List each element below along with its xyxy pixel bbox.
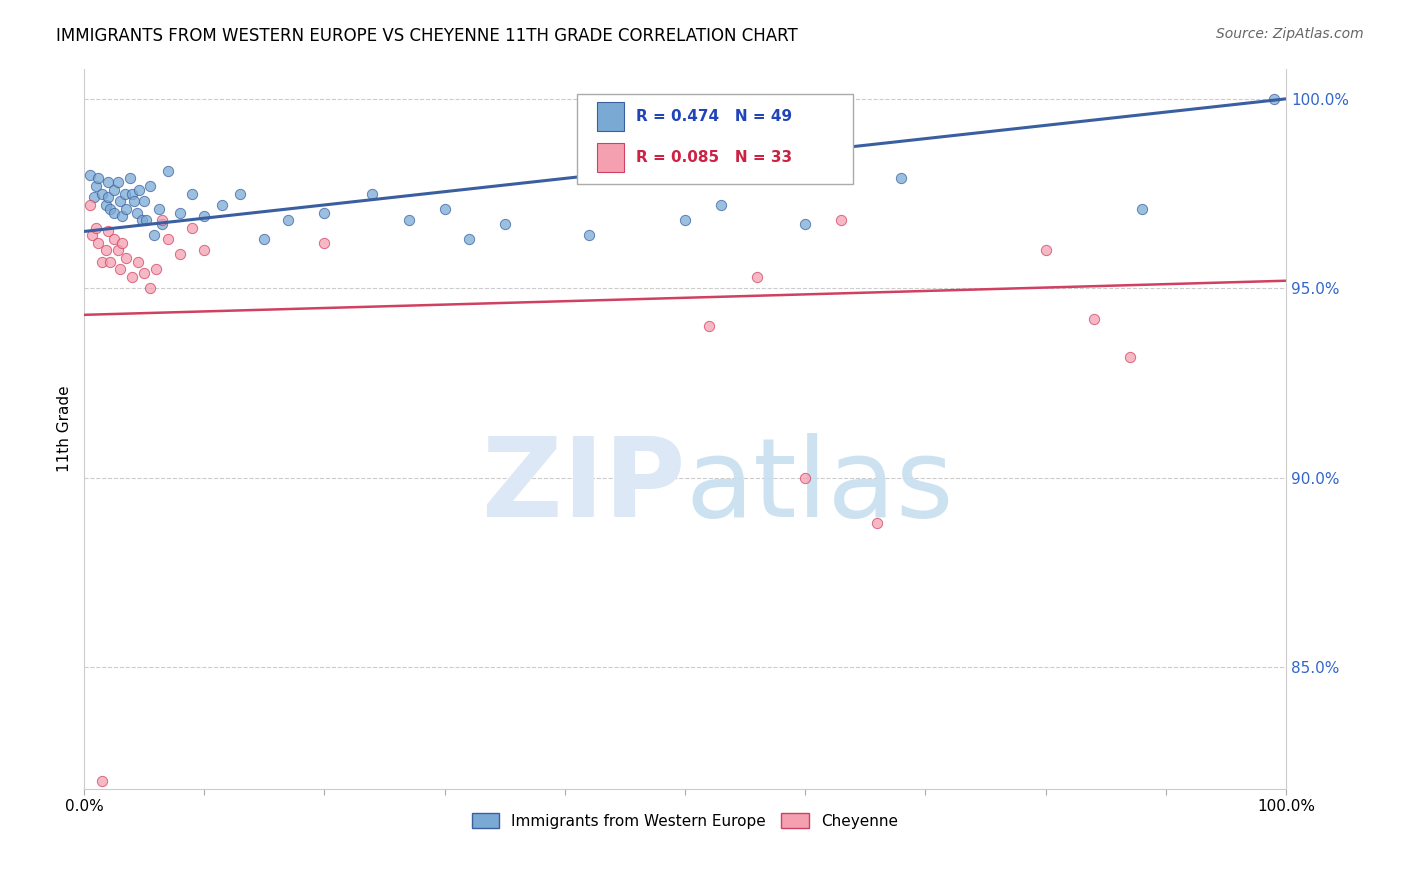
- Point: [457, 232, 479, 246]
- Point: [181, 186, 204, 201]
- Point: [673, 213, 696, 227]
- Point: [710, 198, 733, 212]
- Point: [135, 213, 157, 227]
- Point: [193, 210, 215, 224]
- Point: [169, 205, 191, 219]
- Text: ZIP: ZIP: [482, 433, 685, 540]
- Point: [1130, 202, 1153, 216]
- Point: [578, 228, 600, 243]
- Bar: [598, 144, 624, 172]
- Point: [211, 198, 233, 212]
- Text: atlas: atlas: [685, 433, 953, 540]
- Point: [91, 186, 114, 201]
- Point: [148, 202, 170, 216]
- Point: [830, 213, 852, 227]
- Point: [97, 190, 120, 204]
- Point: [97, 224, 120, 238]
- Point: [87, 171, 110, 186]
- Point: [494, 217, 516, 231]
- Point: [84, 179, 107, 194]
- Point: [121, 186, 143, 201]
- Text: Source: ZipAtlas.com: Source: ZipAtlas.com: [1216, 27, 1364, 41]
- Point: [100, 254, 122, 268]
- Point: [107, 244, 129, 258]
- Point: [139, 281, 162, 295]
- Point: [108, 262, 131, 277]
- Point: [131, 213, 153, 227]
- Point: [150, 217, 173, 231]
- Point: [132, 194, 155, 209]
- Point: [169, 247, 191, 261]
- Point: [1083, 311, 1105, 326]
- Point: [157, 232, 180, 246]
- Point: [108, 194, 131, 209]
- Point: [398, 213, 420, 227]
- Point: [132, 266, 155, 280]
- Point: [115, 202, 138, 216]
- Point: [229, 186, 252, 201]
- Point: [433, 202, 456, 216]
- Point: [181, 220, 204, 235]
- Y-axis label: 11th Grade: 11th Grade: [58, 385, 72, 472]
- Point: [87, 235, 110, 250]
- Point: [1035, 244, 1057, 258]
- Point: [1118, 350, 1140, 364]
- Point: [121, 269, 143, 284]
- Point: [745, 269, 768, 284]
- Point: [277, 213, 299, 227]
- FancyBboxPatch shape: [576, 94, 853, 184]
- Point: [79, 198, 101, 212]
- Point: [97, 175, 120, 189]
- Point: [139, 179, 162, 194]
- Point: [866, 516, 889, 531]
- Point: [124, 194, 146, 209]
- Point: [314, 205, 336, 219]
- Point: [84, 220, 107, 235]
- Point: [114, 186, 136, 201]
- Point: [794, 471, 817, 485]
- Point: [125, 205, 148, 219]
- Point: [82, 228, 104, 243]
- Point: [314, 235, 336, 250]
- Bar: [598, 102, 624, 131]
- Point: [107, 175, 129, 189]
- Point: [100, 202, 122, 216]
- Point: [697, 319, 720, 334]
- Point: [253, 232, 276, 246]
- Text: IMMIGRANTS FROM WESTERN EUROPE VS CHEYENNE 11TH GRADE CORRELATION CHART: IMMIGRANTS FROM WESTERN EUROPE VS CHEYEN…: [56, 27, 799, 45]
- Point: [193, 244, 215, 258]
- Text: R = 0.474   N = 49: R = 0.474 N = 49: [636, 109, 792, 124]
- Point: [1263, 92, 1285, 106]
- Point: [111, 235, 134, 250]
- Point: [127, 254, 149, 268]
- Point: [118, 171, 141, 186]
- Text: R = 0.085   N = 33: R = 0.085 N = 33: [636, 150, 792, 165]
- Point: [94, 244, 117, 258]
- Point: [91, 774, 114, 789]
- Point: [145, 262, 167, 277]
- Point: [890, 171, 912, 186]
- Point: [83, 190, 105, 204]
- Point: [94, 198, 117, 212]
- Point: [111, 210, 134, 224]
- Point: [150, 213, 173, 227]
- Point: [128, 183, 150, 197]
- Legend: Immigrants from Western Europe, Cheyenne: Immigrants from Western Europe, Cheyenne: [465, 806, 904, 835]
- Point: [115, 251, 138, 265]
- Point: [361, 186, 384, 201]
- Point: [79, 168, 101, 182]
- Point: [157, 164, 180, 178]
- Point: [103, 205, 125, 219]
- Point: [91, 254, 114, 268]
- Point: [103, 232, 125, 246]
- Point: [103, 183, 125, 197]
- Point: [142, 228, 165, 243]
- Point: [794, 217, 817, 231]
